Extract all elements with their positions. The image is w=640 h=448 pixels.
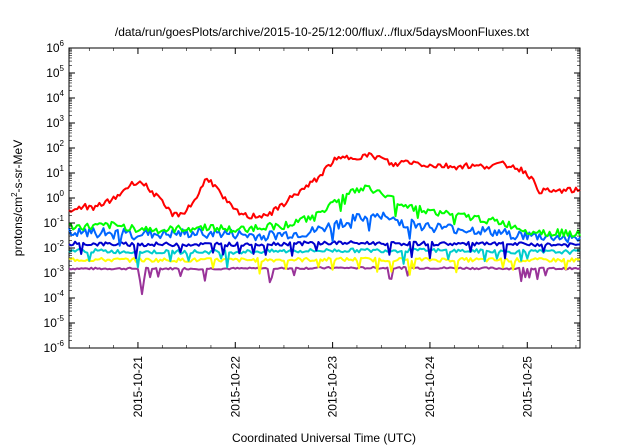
y-axis-title-part2: -s-sr-MeV <box>11 140 25 193</box>
series-line <box>68 211 581 247</box>
y-tick-label: 10-6 <box>44 339 65 355</box>
series-line <box>68 256 581 276</box>
y-tick-label: 102 <box>46 139 64 155</box>
chart-title: /data/run/goesPlots/archive/2015-10-25/1… <box>115 25 530 39</box>
series-line <box>69 184 581 238</box>
series-layer <box>68 152 581 296</box>
y-tick-label: 101 <box>46 164 64 180</box>
x-tick-label: 2015-10-23 <box>326 356 340 418</box>
y-tick-label: 10-3 <box>44 264 65 280</box>
y-tick-label: 10-2 <box>44 239 65 255</box>
y-axis-title-part1: protons/cm <box>11 197 25 256</box>
x-tick-label: 2015-10-24 <box>423 356 437 418</box>
y-tick-label: 100 <box>46 189 64 205</box>
y-tick-label: 104 <box>46 89 64 105</box>
y-axis-title-sup: 2 <box>10 192 19 197</box>
y-axis: 10-6 10-5 10-4 10-3 10-2 10-1 100 101 102 103 104 1… <box>44 39 580 355</box>
x-axis-title: Coordinated Universal Time (UTC) <box>232 431 416 445</box>
x-axis: 2015-10-21 2015-10-22 2015-10-23 2015-10-24… <box>88 48 577 418</box>
y-tick-label: 105 <box>46 64 64 80</box>
series-line <box>68 152 581 220</box>
y-tick-label: 10-1 <box>44 214 65 230</box>
plot-area-border <box>68 47 581 349</box>
y-tick-label: 103 <box>46 114 64 130</box>
x-tick-label: 2015-10-22 <box>228 356 242 418</box>
y-axis-title: protons/cm2-s-sr-MeV <box>10 140 25 256</box>
series-line <box>68 265 581 296</box>
x-tick-label: 2015-10-25 <box>520 356 534 418</box>
x-tick-label: 2015-10-21 <box>131 356 145 418</box>
y-tick-label: 10-4 <box>44 289 65 305</box>
series-line <box>68 247 581 269</box>
series-line <box>68 240 580 260</box>
y-tick-label: 106 <box>46 39 64 55</box>
y-tick-label: 10-5 <box>44 314 65 330</box>
